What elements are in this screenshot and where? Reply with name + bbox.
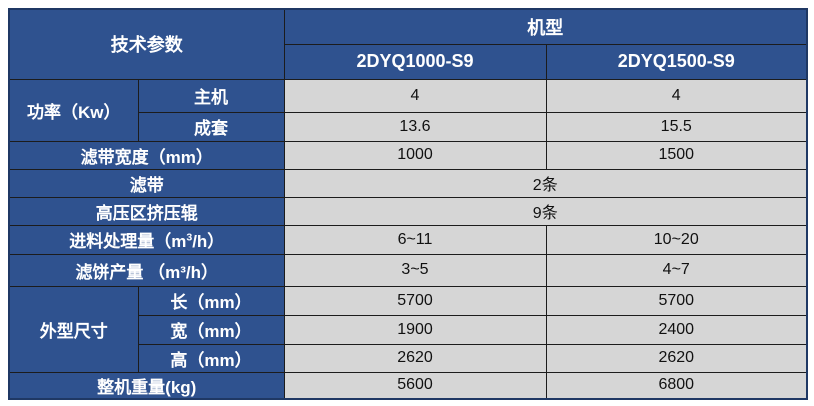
- header-row-1: 技术参数 机型: [8, 8, 808, 80]
- row-belt: 滤带 2条: [8, 168, 808, 198]
- weight-m2-cell: 6800: [545, 371, 808, 400]
- row-belt-width: 滤带宽度（mm） 1000 1500: [8, 140, 808, 170]
- row-feed: 进料处理量（m3/h） 6~11 10~20: [8, 224, 808, 255]
- power-main-m2-cell: 4: [545, 78, 808, 113]
- row-power-set: 成套 13.6 15.5: [9, 111, 808, 142]
- rollers-label-cell: 高压区挤压辊: [8, 196, 285, 226]
- feed-label-cell: 进料处理量（m3/h）: [8, 224, 285, 255]
- power-set-m2-cell: 15.5: [545, 111, 808, 142]
- belt-width-label-cell: 滤带宽度（mm）: [8, 140, 285, 170]
- model-group-header-cell: 机型: [283, 8, 808, 45]
- rollers-value-cell: 9条: [283, 196, 808, 226]
- belt-value-cell: 2条: [283, 168, 808, 198]
- spec-table: 技术参数 机型 2DYQ1000-S9 2DYQ1500-S9 功率（Kw） 主…: [8, 8, 808, 400]
- belt-width-m2-cell: 1500: [545, 140, 808, 170]
- feed-label-suffix: /h）: [192, 232, 225, 251]
- power-label-cell: 功率（Kw）: [8, 78, 139, 142]
- dim-length-label-cell: 长（mm）: [137, 285, 285, 316]
- dim-length-m2-cell: 5700: [545, 285, 808, 316]
- row-dim-length: 外型尺寸 长（mm） 5700 5700: [8, 285, 808, 373]
- dim-width-m1-cell: 1900: [283, 314, 547, 345]
- model2-header-cell: 2DYQ1500-S9: [545, 43, 808, 80]
- belt-width-m1-cell: 1000: [283, 140, 547, 170]
- feed-m2-cell: 10~20: [545, 224, 808, 255]
- feed-label-sup: 3: [186, 231, 193, 244]
- weight-label-cell: 整机重量(kg): [8, 371, 285, 400]
- dim-height-label-cell: 高（mm）: [137, 343, 285, 373]
- row-dim-height: 高（mm） 2620 2620: [9, 343, 808, 373]
- cake-m2-cell: 4~7: [545, 253, 808, 287]
- power-set-m1-cell: 13.6: [283, 111, 547, 142]
- row-rollers: 高压区挤压辊 9条: [8, 196, 808, 226]
- power-set-label-cell: 成套: [137, 111, 285, 142]
- row-dim-width: 宽（mm） 1900 2400: [9, 314, 808, 345]
- row-weight: 整机重量(kg) 5600 6800: [8, 371, 808, 400]
- row-cake: 滤饼产量 （m³/h） 3~5 4~7: [8, 253, 808, 287]
- header-row-2: 2DYQ1000-S9 2DYQ1500-S9: [9, 43, 808, 80]
- dimensions-label-cell: 外型尺寸: [8, 285, 139, 373]
- model1-header-cell: 2DYQ1000-S9: [283, 43, 547, 80]
- weight-m1-cell: 5600: [283, 371, 547, 400]
- power-main-m1-cell: 4: [283, 78, 547, 113]
- dim-width-m2-cell: 2400: [545, 314, 808, 345]
- dim-height-m2-cell: 2620: [545, 343, 808, 373]
- params-header-cell: 技术参数: [8, 8, 285, 80]
- dim-width-label-cell: 宽（mm）: [137, 314, 285, 345]
- feed-label-prefix: 进料处理量（m: [69, 232, 187, 251]
- cake-label-cell: 滤饼产量 （m³/h）: [8, 253, 285, 287]
- dim-length-m1-cell: 5700: [283, 285, 547, 316]
- row-power-main: 功率（Kw） 主机 4 4: [8, 78, 808, 142]
- belt-label-cell: 滤带: [8, 168, 285, 198]
- power-main-label-cell: 主机: [137, 78, 285, 113]
- feed-m1-cell: 6~11: [283, 224, 547, 255]
- dim-height-m1-cell: 2620: [283, 343, 547, 373]
- cake-m1-cell: 3~5: [283, 253, 547, 287]
